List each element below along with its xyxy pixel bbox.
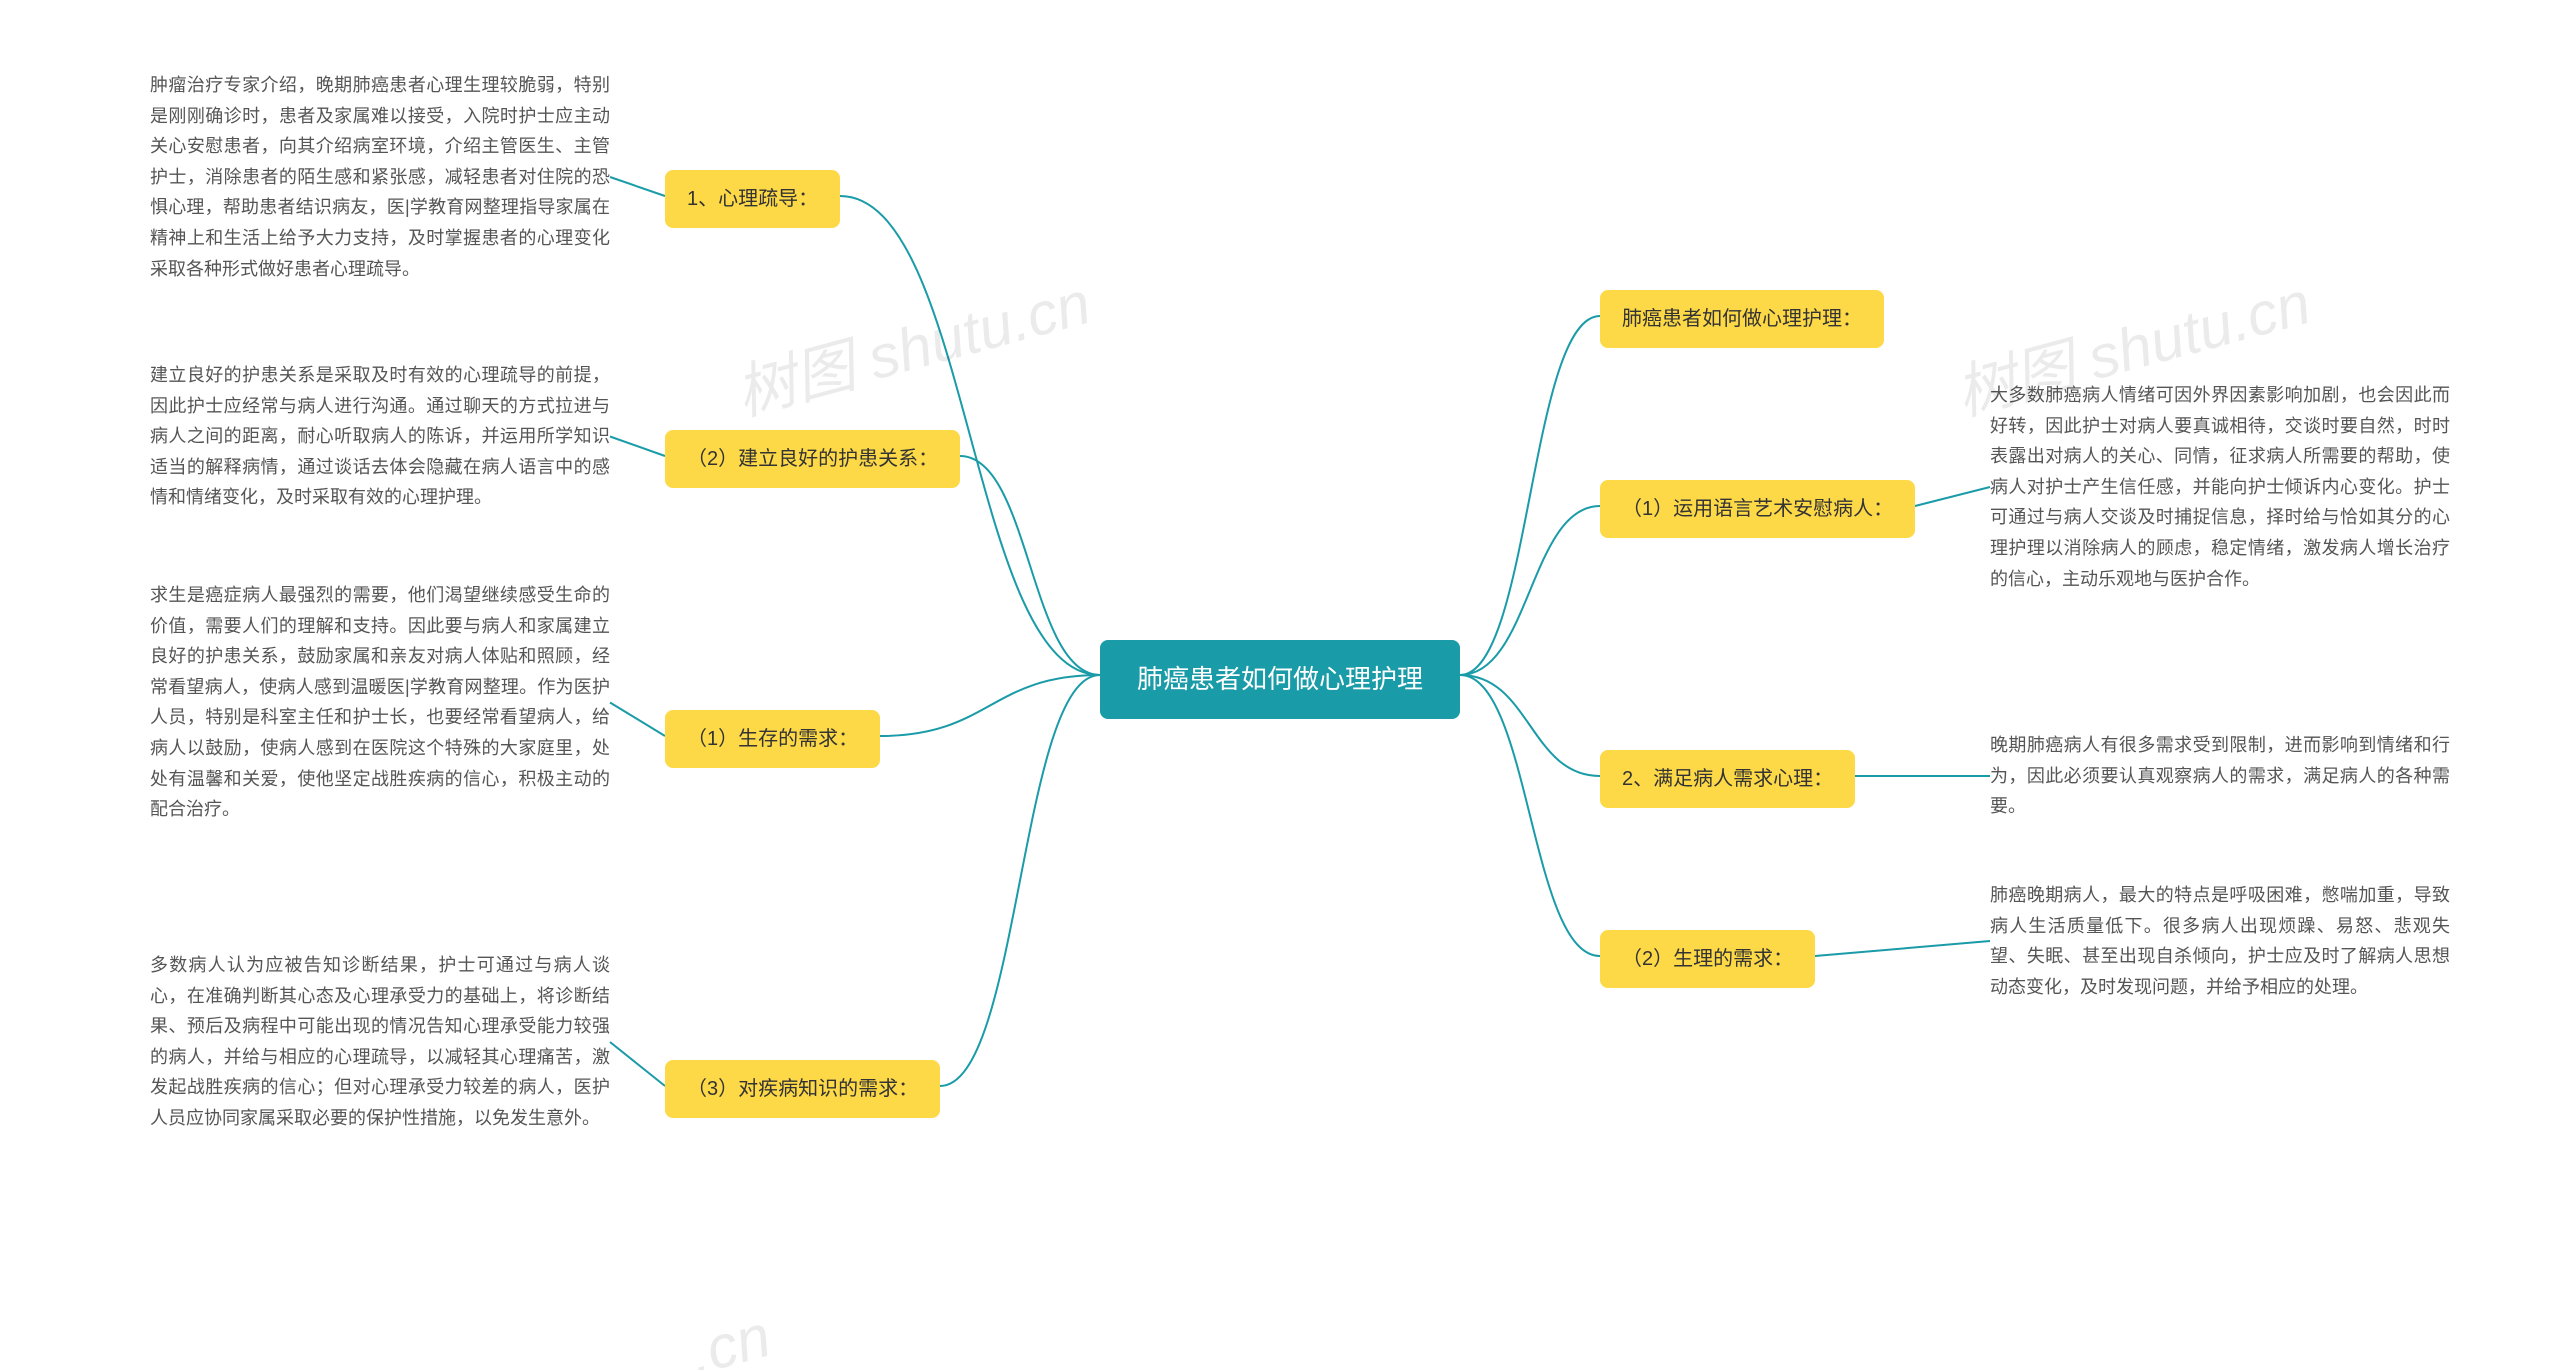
right-branch-1: 肺癌患者如何做心理护理： — [1600, 290, 1884, 348]
right-branch-2-label: （1）运用语言艺术安慰病人： — [1622, 494, 1893, 524]
watermark-3: .cn — [682, 1301, 777, 1370]
right-branch-3-label: 2、满足病人需求心理： — [1622, 764, 1833, 794]
center-label: 肺癌患者如何做心理护理 — [1137, 660, 1423, 699]
right-branch-4: （2）生理的需求： — [1600, 930, 1815, 988]
left-branch-3-label: （1）生存的需求： — [687, 724, 858, 754]
center-node: 肺癌患者如何做心理护理 — [1100, 640, 1460, 719]
left-desc-1: 肿瘤治疗专家介绍，晚期肺癌患者心理生理较脆弱，特别是刚刚确诊时，患者及家属难以接… — [150, 70, 610, 284]
left-branch-4: （3）对疾病知识的需求： — [665, 1060, 940, 1118]
left-branch-2-label: （2）建立良好的护患关系： — [687, 444, 938, 474]
right-desc-2: 大多数肺癌病人情绪可因外界因素影响加剧，也会因此而好转，因此护士对病人要真诚相待… — [1990, 380, 2450, 594]
right-branch-3: 2、满足病人需求心理： — [1600, 750, 1855, 808]
right-branch-2: （1）运用语言艺术安慰病人： — [1600, 480, 1915, 538]
right-desc-4: 肺癌晚期病人，最大的特点是呼吸困难，憋喘加重，导致病人生活质量低下。很多病人出现… — [1990, 880, 2450, 1002]
left-branch-3: （1）生存的需求： — [665, 710, 880, 768]
left-desc-2: 建立良好的护患关系是采取及时有效的心理疏导的前提，因此护士应经常与病人进行沟通。… — [150, 360, 610, 513]
left-branch-1-label: 1、心理疏导： — [687, 184, 818, 214]
left-branch-1: 1、心理疏导： — [665, 170, 840, 228]
left-desc-3: 求生是癌症病人最强烈的需要，他们渴望继续感受生命的价值，需要人们的理解和支持。因… — [150, 580, 610, 825]
left-branch-2: （2）建立良好的护患关系： — [665, 430, 960, 488]
right-desc-3: 晚期肺癌病人有很多需求受到限制，进而影响到情绪和行为，因此必须要认真观察病人的需… — [1990, 730, 2450, 822]
left-branch-4-label: （3）对疾病知识的需求： — [687, 1074, 918, 1104]
right-branch-1-label: 肺癌患者如何做心理护理： — [1622, 304, 1862, 334]
right-branch-4-label: （2）生理的需求： — [1622, 944, 1793, 974]
watermark-1: 树图 shutu.cn — [725, 254, 1099, 432]
left-desc-4: 多数病人认为应被告知诊断结果，护士可通过与病人谈心，在准确判断其心态及心理承受力… — [150, 950, 610, 1134]
